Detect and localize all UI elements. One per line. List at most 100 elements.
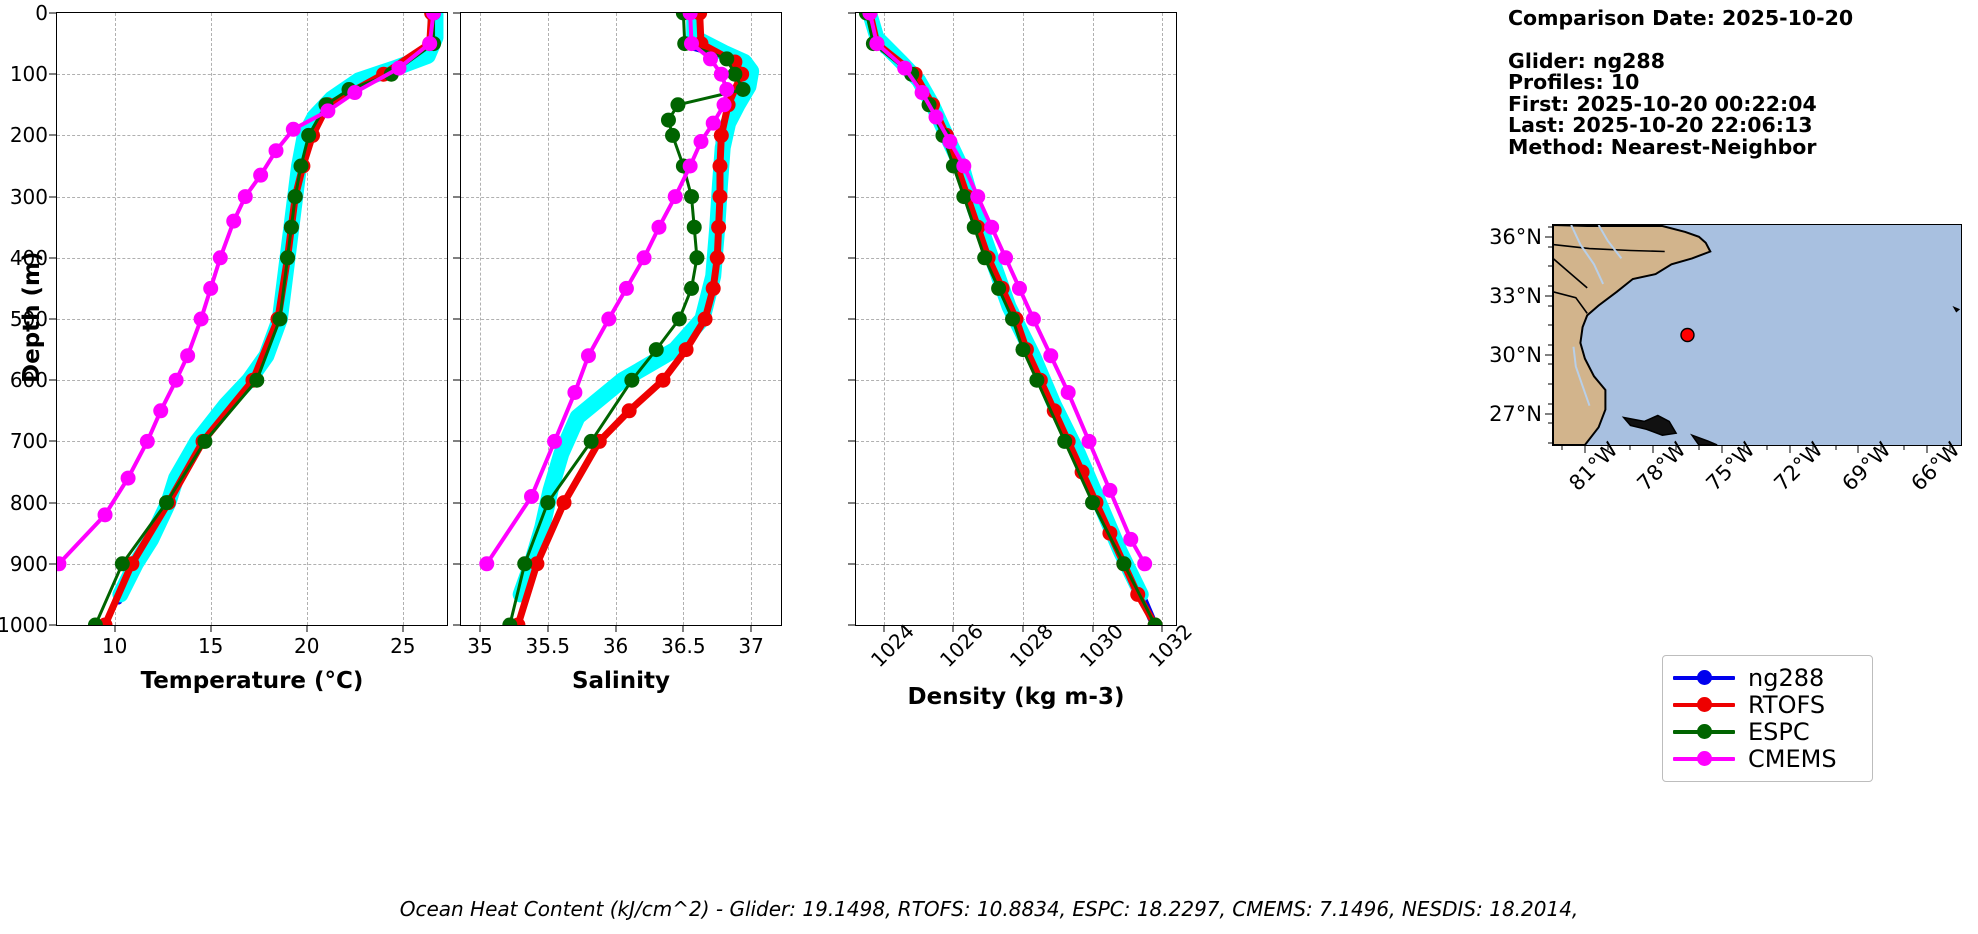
series-marker [1029,372,1045,388]
x-tick-label: 1030 [1074,619,1128,672]
x-tick-label: 10 [101,634,128,658]
gridline-horizontal [57,135,447,137]
map-lat-minor-tick [1548,305,1553,307]
series-marker [713,127,729,143]
depth-tick-label: 1000 [0,613,48,637]
gridline-horizontal [57,319,447,320]
depth-tick-label: 0 [35,1,48,25]
legend-item-rtofs[interactable]: RTOFS [1673,691,1862,719]
series-marker [517,556,533,572]
depth-tick-mark [848,318,856,320]
series-marker [601,311,617,327]
series-marker [693,134,709,150]
gridline-horizontal [856,441,1176,443]
series-marker [1057,433,1073,449]
depth-tick-mark [49,563,57,565]
x-tick-label: 35 [467,634,493,658]
series-marker [422,36,438,52]
series-marker [139,433,155,449]
series-marker [287,189,303,205]
gridline-vertical [1092,13,1094,625]
gridline-horizontal [461,441,781,443]
x-tick-label: 25 [390,634,416,658]
density-panel: 1024 1026 1028 1030 1032 Density (kg m-3) [848,0,1335,934]
series-line-rtofs [101,13,436,625]
series-marker [272,311,288,327]
map-lon-minor-tick [1675,445,1677,450]
series-marker [1116,556,1132,572]
map-lat-minor-tick [1548,383,1553,385]
x-tick-mark [210,625,212,632]
salinity-axes: 35 35.5 36 36.5 37 [453,12,782,658]
temperature-panel: 0 100 200 300 400 500 600 700 800 900 1000 10 15 20 25… [0,0,500,934]
series-marker [529,556,545,572]
depth-tick-mark [453,563,461,565]
series-marker [942,134,958,150]
series-marker [914,85,930,101]
last-time-text: Last: 2025-10-20 22:06:13 [1508,113,1813,137]
gridline-horizontal [461,502,781,504]
map-lat-minor-tick [1548,403,1553,405]
temperature-axes: 0 100 200 300 400 500 600 700 800 900 1000 10 15 20 25 [0,1,448,658]
series-marker [655,372,671,388]
depth-tick-mark [49,257,57,259]
series-marker [686,219,702,235]
island-shape [1690,433,1718,445]
map-lon-tick [1584,445,1586,453]
legend-label: ESPC [1748,717,1810,746]
gridline-horizontal [856,380,1176,382]
series-marker [712,158,728,174]
depth-tick-mark [848,196,856,198]
depth-tick-mark [49,12,57,14]
series-marker [285,121,301,137]
legend-label: CMEMS [1748,744,1837,773]
depth-tick-mark [453,73,461,75]
location-map: 36°N 33°N 30°N 27°N 81°W 78°W 75°W 72°W 69°W 66°W [1489,224,1964,495]
series-marker [212,250,228,266]
map-lat-minor-tick [1548,324,1553,326]
map-lon-minor-tick [1903,445,1905,450]
series-marker [670,97,686,113]
map-lon-tick [1857,445,1859,453]
legend-swatch-icon [1673,667,1735,689]
series-legend: ng288 RTOFS ESPC CMEMS [1662,655,1873,782]
depth-tick-label: 600 [9,368,48,393]
map-lon-minor-tick [1812,445,1814,450]
series-marker [713,66,729,82]
gridline-vertical [306,13,308,625]
legend-item-espc[interactable]: ESPC [1673,717,1862,746]
series-marker [583,433,599,449]
x-tick-label: 36.5 [661,634,706,658]
series-marker [1081,433,1097,449]
gridline-horizontal [57,563,447,565]
gridline-vertical [210,13,212,625]
series-marker [153,403,169,419]
map-lat-label: 27°N [1489,401,1542,426]
series-marker [660,112,676,128]
gridline-horizontal [461,257,781,259]
series-marker [665,127,681,143]
map-lon-minor-tick [1880,445,1882,450]
x-tick-mark [114,625,116,632]
series-marker [689,250,705,266]
legend-item-ng288[interactable]: ng288 [1673,663,1862,692]
series-marker [678,342,694,358]
legend-label: ng288 [1748,663,1825,692]
series-marker [524,488,540,504]
x-tick-mark [1161,625,1163,632]
series-marker [716,97,732,113]
map-lat-tick [1545,354,1553,356]
gridline-horizontal [856,196,1176,198]
map-lon-minor-tick [1835,445,1837,450]
series-marker [57,556,67,572]
series-marker [253,167,269,183]
series-marker [684,280,700,296]
series-marker [556,495,572,511]
gridline-horizontal [461,563,781,565]
series-marker [719,51,735,67]
legend-item-cmems[interactable]: CMEMS [1673,744,1862,773]
gridline-vertical [479,13,481,625]
depth-tick-mark [848,563,856,565]
x-tick-mark [682,625,684,632]
depth-tick-mark [453,502,461,504]
